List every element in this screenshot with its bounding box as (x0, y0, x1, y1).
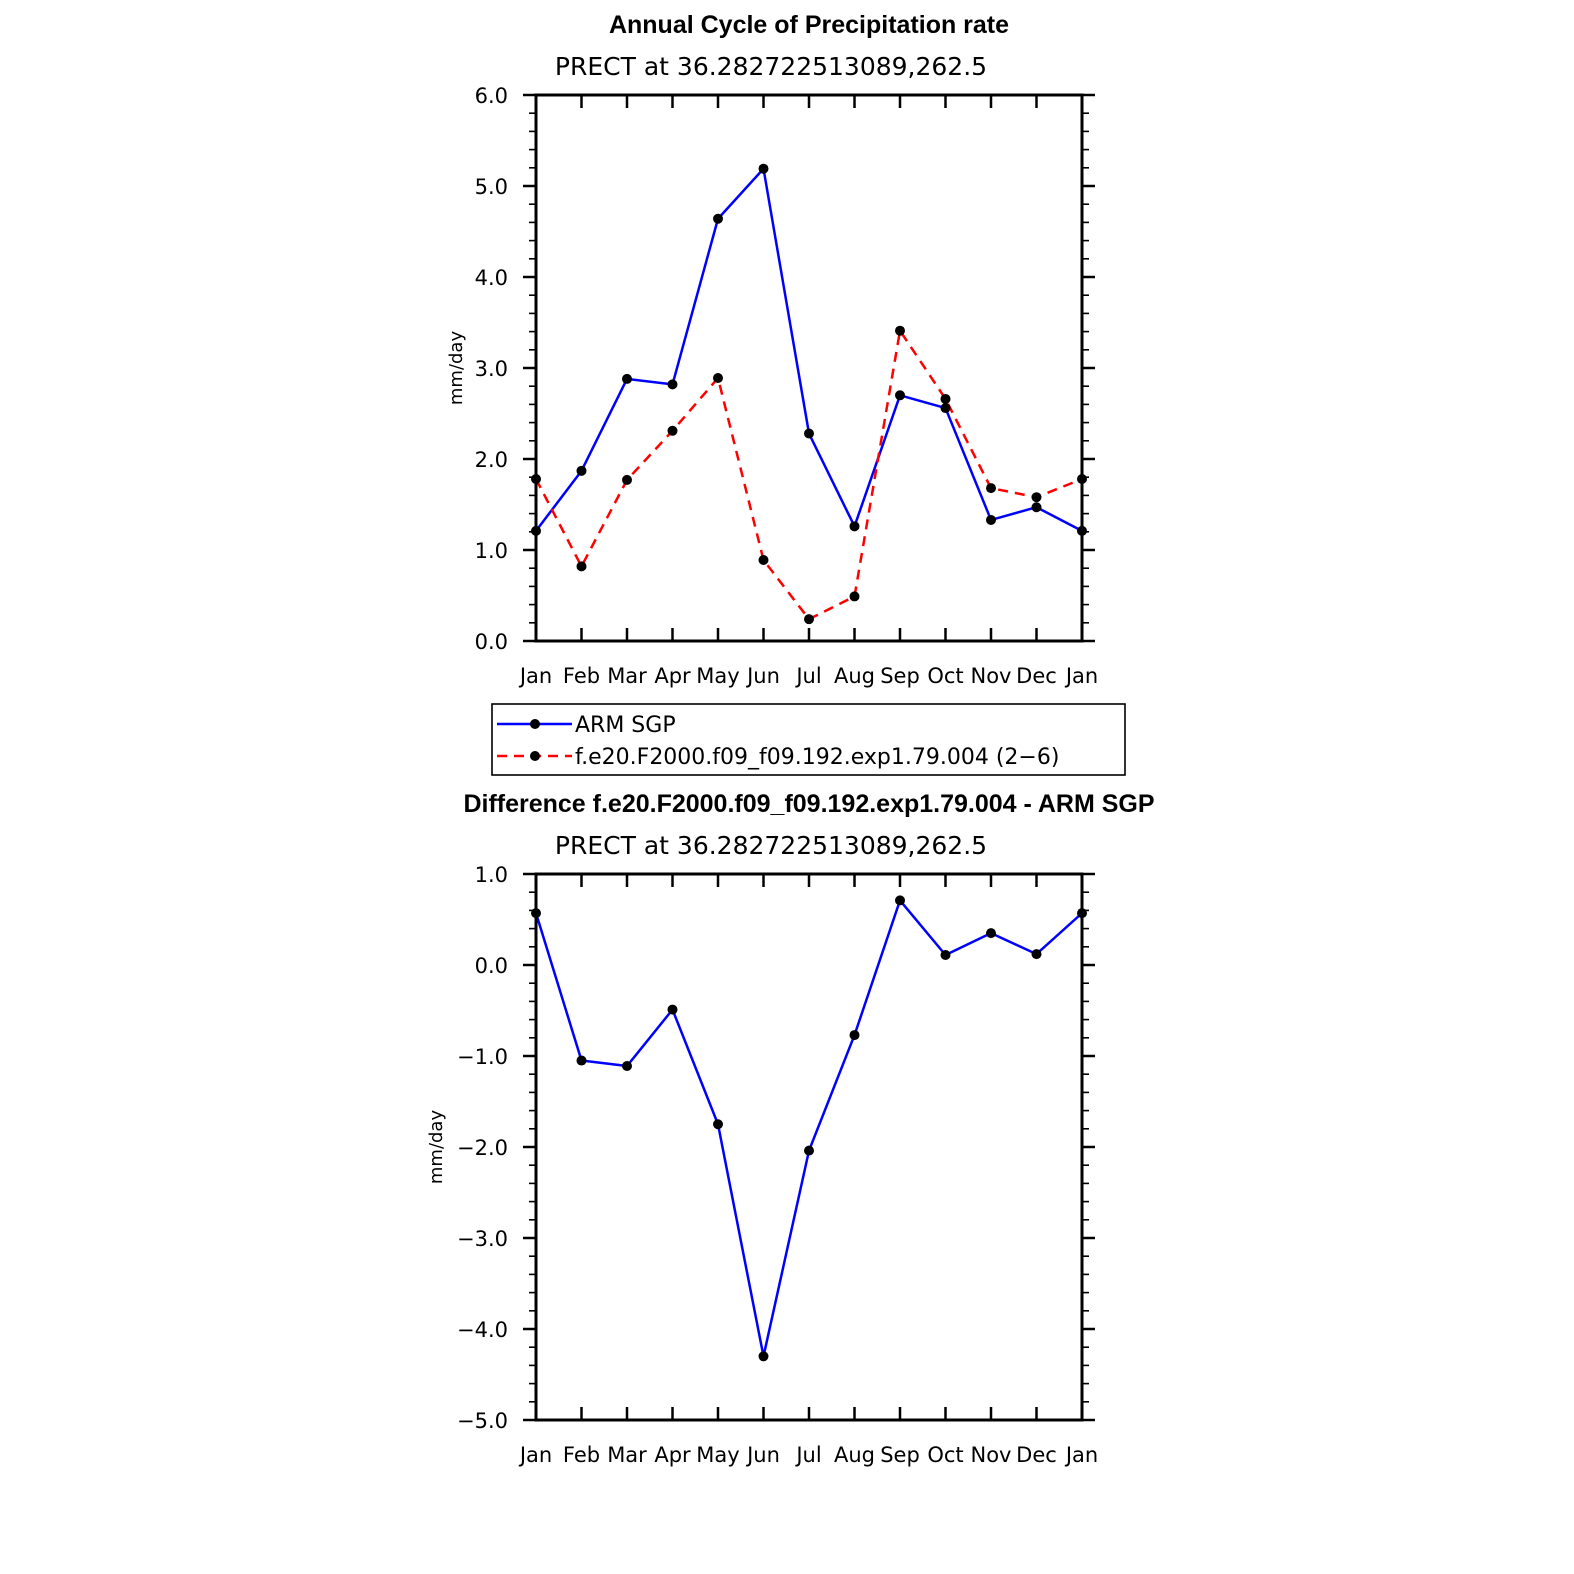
legend-marker-arm-sgp (530, 719, 540, 729)
data-point (940, 393, 951, 404)
x-tick-label: Sep (880, 664, 920, 688)
x-tick-label: Feb (563, 1443, 600, 1467)
y-tick-label: −5.0 (457, 1409, 508, 1433)
x-tick-label: Jul (794, 1443, 821, 1467)
y-tick-label: −2.0 (457, 1136, 508, 1160)
chart-title: Difference f.e20.F2000.f09_f09.192.exp1.… (463, 790, 1154, 818)
data-point (986, 928, 996, 939)
y-axis-label: mm/day (426, 1110, 447, 1185)
data-point (804, 428, 814, 439)
data-point (849, 591, 860, 602)
data-point (1031, 492, 1042, 503)
y-tick-label: 4.0 (475, 266, 508, 290)
series-line-blue (535, 167, 1083, 532)
y-tick-label: −4.0 (457, 1318, 508, 1342)
data-point (940, 949, 951, 960)
data-point (986, 514, 996, 525)
data-point (576, 465, 587, 476)
data-point (940, 403, 951, 414)
chart-title: Annual Cycle of Precipitation rate (609, 11, 1009, 39)
data-point (622, 474, 632, 485)
data-point (804, 1145, 814, 1156)
data-point (849, 521, 860, 532)
legend-label-model: f.e20.F2000.f09_f09.192.exp1.79.004 (2−6… (575, 745, 1059, 770)
data-point (758, 163, 769, 174)
data-point (667, 425, 678, 436)
y-tick-label: 3.0 (475, 357, 508, 381)
data-point (895, 390, 905, 401)
x-tick-label: Aug (834, 664, 875, 688)
data-point (804, 614, 814, 625)
data-point (622, 1061, 632, 1072)
x-tick-label: Jan (1064, 1443, 1098, 1467)
x-tick-label: May (696, 1443, 739, 1467)
series-line-blue (534, 899, 1083, 1358)
x-tick-label: Oct (927, 1443, 963, 1467)
x-tick-label: Feb (563, 664, 600, 688)
legend-marker-model (530, 751, 540, 761)
y-tick-label: 5.0 (475, 175, 508, 199)
x-tick-label: May (696, 664, 739, 688)
x-tick-label: Dec (1016, 664, 1057, 688)
axis-ticks: Jan Feb Mar Apr May Jun Jul Aug Sep Oct Nov Dec Jan−… (457, 863, 1098, 1467)
x-tick-label: Mar (607, 664, 647, 688)
data-point (1031, 949, 1042, 960)
data-point (622, 373, 632, 384)
data-point (667, 1004, 678, 1015)
data-point (849, 1030, 860, 1041)
data-point (576, 561, 587, 572)
x-tick-label: Aug (834, 1443, 875, 1467)
x-tick-label: Jun (745, 664, 780, 688)
annual-cycle-panel: Annual Cycle of Precipitation rate PRECT… (446, 11, 1098, 688)
data-point (758, 555, 769, 566)
difference-panel: Difference f.e20.F2000.f09_f09.192.exp1.… (426, 790, 1155, 1467)
x-tick-label: Nov (971, 1443, 1012, 1467)
series-layer (531, 163, 1087, 625)
y-tick-label: 0.0 (475, 630, 508, 654)
data-point (895, 895, 905, 906)
data-point (1031, 502, 1042, 513)
chart-subtitle: PRECT at 36.282722513089,262.5 (555, 831, 987, 860)
x-tick-label: Dec (1016, 1443, 1057, 1467)
legend-box (491, 703, 1126, 776)
y-tick-label: 1.0 (475, 863, 508, 887)
x-tick-label: Apr (654, 1443, 691, 1467)
x-tick-label: Mar (607, 1443, 647, 1467)
x-tick-label: Jan (518, 664, 552, 688)
x-tick-label: Oct (927, 664, 963, 688)
x-tick-label: Sep (880, 1443, 920, 1467)
x-tick-label: Jan (1064, 664, 1098, 688)
x-tick-label: Jun (745, 1443, 780, 1467)
axis-ticks: Jan Feb Mar Apr May Jun Jul Aug Sep Oct Nov Dec Jan 0… (475, 84, 1099, 688)
legend: ARM SGP f.e20.F2000.f09_f09.192.exp1.79.… (491, 703, 1126, 776)
data-point (895, 325, 905, 336)
y-tick-label: −3.0 (457, 1227, 508, 1251)
y-tick-label: 2.0 (475, 448, 508, 472)
series-line-red (534, 329, 1083, 621)
y-tick-label: −1.0 (457, 1045, 508, 1069)
series-layer (531, 895, 1087, 1362)
y-axis-label: mm/day (446, 331, 467, 406)
data-point (758, 1351, 769, 1362)
data-point (576, 1055, 587, 1066)
x-tick-label: Jan (518, 1443, 552, 1467)
data-point (713, 1119, 723, 1130)
data-point (667, 379, 678, 390)
data-point (713, 373, 723, 384)
x-tick-label: Apr (654, 664, 691, 688)
y-tick-label: 6.0 (475, 84, 508, 108)
legend-label-arm-sgp: ARM SGP (575, 713, 676, 738)
x-tick-label: Jul (794, 664, 821, 688)
plot-frame (534, 93, 1084, 643)
data-point (986, 483, 996, 494)
data-point (713, 213, 723, 224)
chart-subtitle: PRECT at 36.282722513089,262.5 (555, 52, 987, 81)
y-tick-label: 1.0 (475, 539, 508, 563)
y-tick-label: 0.0 (475, 954, 508, 978)
x-tick-label: Nov (971, 664, 1012, 688)
plot-frame (534, 872, 1084, 1422)
